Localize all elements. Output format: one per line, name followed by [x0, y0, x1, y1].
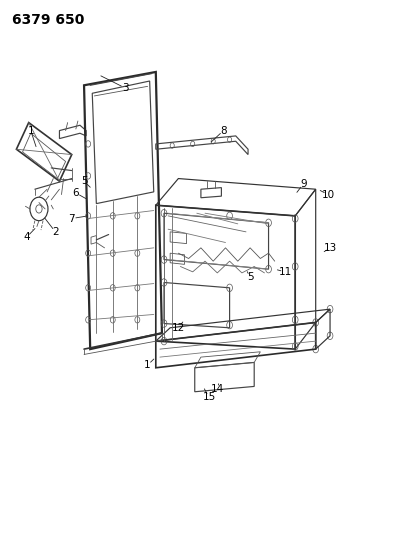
Text: 14: 14: [210, 384, 223, 394]
Text: 7: 7: [68, 214, 75, 223]
Text: 9: 9: [299, 179, 306, 189]
Text: 1: 1: [144, 360, 151, 370]
Text: 13: 13: [323, 243, 336, 253]
Text: 12: 12: [171, 323, 184, 333]
Text: 4: 4: [23, 232, 30, 242]
Text: 8: 8: [220, 126, 226, 135]
Text: 11: 11: [278, 267, 291, 277]
Text: 2: 2: [52, 227, 58, 237]
Text: 10: 10: [321, 190, 334, 199]
Text: 6379 650: 6379 650: [12, 13, 85, 27]
Text: 15: 15: [202, 392, 215, 402]
Text: 3: 3: [121, 83, 128, 93]
Text: 5: 5: [81, 176, 87, 186]
Text: 1: 1: [27, 126, 34, 135]
Text: 6: 6: [72, 188, 79, 198]
Text: 5: 5: [246, 272, 253, 282]
